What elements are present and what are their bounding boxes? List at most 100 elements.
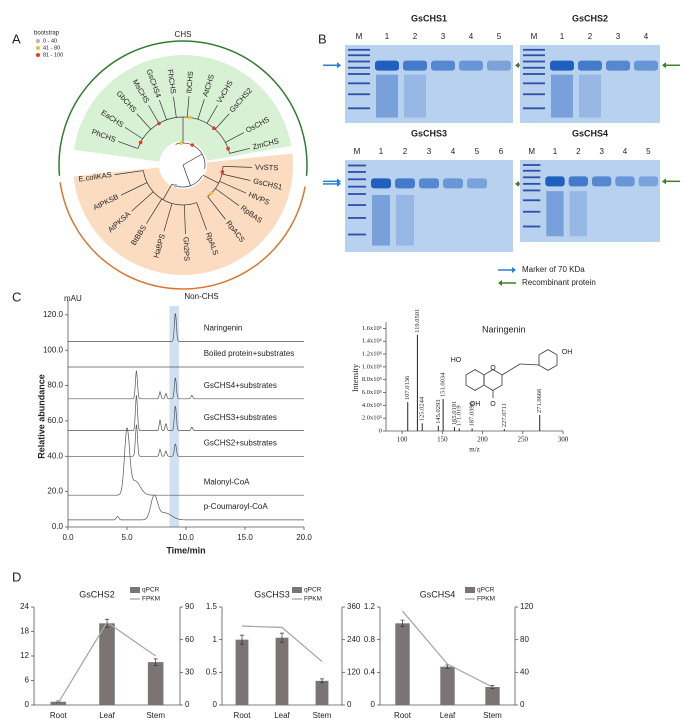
- protein-band: [467, 178, 487, 189]
- trace-label: GsCHS3+substrates: [204, 413, 277, 422]
- legend-dot: [36, 53, 40, 57]
- trace-label: GsCHS2+substrates: [204, 438, 277, 447]
- y2-tick-label: 240: [347, 635, 361, 644]
- marker-band: [348, 217, 366, 219]
- lane-label: 3: [441, 32, 446, 41]
- gel-title: GsCHS4: [572, 128, 608, 138]
- branch: [162, 183, 173, 200]
- legend-dot: [36, 46, 40, 50]
- trace-label: Naringenin: [204, 323, 243, 332]
- y-tick-label: 4.0x10⁵: [362, 402, 382, 409]
- panel-label: C: [12, 289, 21, 304]
- branch: [206, 105, 218, 124]
- x-tick-label: 300: [558, 436, 569, 444]
- x-tick-label: Leaf: [440, 711, 456, 720]
- lane-label: 4: [623, 147, 628, 156]
- structure-label: OH: [470, 401, 481, 408]
- x-axis-label: m/z: [469, 446, 480, 454]
- branch: [163, 203, 173, 232]
- branch: [136, 113, 152, 130]
- protein-band: [419, 178, 439, 189]
- marker-band: [523, 66, 545, 69]
- y-tick-label: 0: [371, 700, 376, 709]
- clade-arc: [59, 182, 306, 290]
- x-tick-label: 15.0: [237, 533, 253, 542]
- bar: [315, 680, 329, 705]
- x-tick-label: Root: [394, 711, 412, 720]
- chart-title: GsCHS2: [79, 589, 115, 599]
- bar: [395, 623, 410, 705]
- unit-label: mAU: [64, 294, 82, 303]
- marker-band: [348, 171, 366, 173]
- lane-label: 2: [403, 147, 408, 156]
- y-tick-label: 24: [20, 602, 29, 611]
- lane-label: 2: [576, 147, 581, 156]
- branch: [120, 182, 148, 196]
- smear: [546, 191, 564, 237]
- x-tick-label: Leaf: [274, 711, 290, 720]
- y2-tick-label: 30: [185, 667, 194, 676]
- protein-band: [634, 60, 658, 71]
- trace: [68, 370, 304, 400]
- peak-label: 271.0666: [536, 388, 543, 413]
- arrow-head: [337, 178, 341, 185]
- gel: [345, 45, 513, 123]
- branch: [118, 141, 139, 149]
- y-tick-label: 0: [379, 427, 382, 434]
- legend-label: qPCR: [477, 587, 495, 594]
- marker-band: [523, 164, 541, 166]
- y-tick-label: 1.4x10⁶: [362, 338, 382, 345]
- line: [241, 625, 323, 662]
- panel-label: D: [12, 569, 21, 584]
- legend-label: 41 - 80: [43, 45, 60, 51]
- peak-label: 165.0191: [451, 401, 458, 425]
- branch: [131, 191, 154, 212]
- chart-title: GsCHS4: [420, 589, 456, 599]
- panel-label: B: [318, 31, 327, 46]
- structure-bond: [501, 363, 521, 376]
- y2-tick-label: 120: [347, 667, 361, 676]
- x-tick-label: 0.0: [62, 533, 74, 542]
- lane-label: 1: [385, 32, 390, 41]
- bar: [235, 639, 249, 705]
- lane-label: M: [356, 32, 363, 41]
- clade-arc: [58, 40, 308, 176]
- protein-band: [606, 60, 630, 71]
- gel-legend-label: Marker of 70 KDa: [522, 265, 585, 274]
- branch: [143, 170, 197, 206]
- lane-label: M: [528, 147, 535, 156]
- marker-band: [348, 48, 370, 51]
- leaf-label: VvSTS: [255, 163, 279, 173]
- error-bar: [490, 685, 495, 690]
- leaf-label: IbCHS: [184, 71, 195, 94]
- arrow-head: [662, 178, 666, 185]
- x-axis-label: Time/min: [166, 545, 205, 555]
- structure-bond: [519, 363, 540, 366]
- branch: [186, 96, 190, 118]
- y-tick-label: 6: [25, 676, 30, 685]
- structure-label: HO: [451, 357, 462, 364]
- x-tick-label: Stem: [483, 711, 502, 720]
- branch: [219, 180, 247, 194]
- bootstrap-dot: [173, 183, 178, 188]
- y-tick-label: 60.0: [47, 416, 63, 425]
- legend-label: FPKM: [477, 596, 495, 603]
- marker-band: [348, 204, 366, 206]
- trace-label: Malonyl-CoA: [204, 477, 250, 486]
- smear: [376, 74, 398, 118]
- gel-title: GsCHS1: [411, 13, 447, 23]
- legend-label: 0 - 40: [43, 38, 57, 44]
- bootstrap-dot: [179, 141, 183, 145]
- bar: [147, 662, 164, 705]
- smear: [404, 74, 426, 118]
- arrow-head: [512, 267, 516, 273]
- legend-swatch: [130, 587, 140, 593]
- arrow-head: [515, 62, 519, 69]
- peak-label: 119.0501: [414, 309, 421, 333]
- bootstrap-dot: [190, 143, 195, 147]
- protein-band: [550, 60, 574, 71]
- branch: [222, 166, 252, 168]
- y2-tick-label: 90: [185, 602, 194, 611]
- y2-tick-label: 0: [185, 700, 190, 709]
- protein-band: [431, 60, 455, 71]
